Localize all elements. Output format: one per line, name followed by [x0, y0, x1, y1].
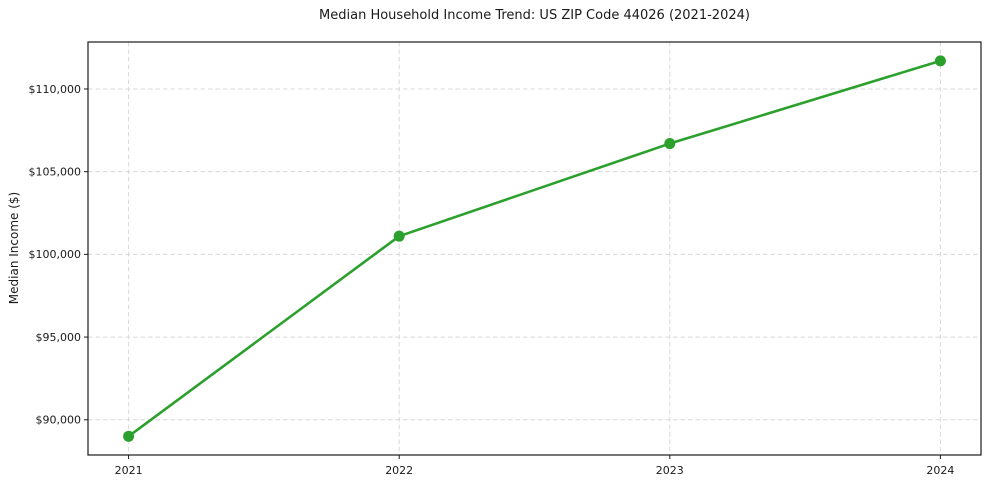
data-point-marker	[664, 138, 676, 150]
y-tick-label: $110,000	[29, 83, 82, 96]
data-point-marker	[393, 230, 405, 242]
plot-border	[87, 41, 982, 456]
data-point-marker	[934, 55, 946, 67]
y-tick-label: $90,000	[36, 414, 82, 427]
y-tick-label: $100,000	[29, 248, 82, 261]
y-tick-label: $95,000	[36, 331, 82, 344]
x-tick-label: 2024	[926, 464, 954, 477]
x-tick-label: 2021	[115, 464, 143, 477]
x-tick-label: 2023	[656, 464, 684, 477]
y-tick-label: $105,000	[29, 166, 82, 179]
x-tick-label: 2022	[385, 464, 413, 477]
chart-title: Median Household Income Trend: US ZIP Co…	[319, 8, 750, 23]
series-line	[127, 59, 942, 438]
data-point-marker	[123, 430, 135, 442]
